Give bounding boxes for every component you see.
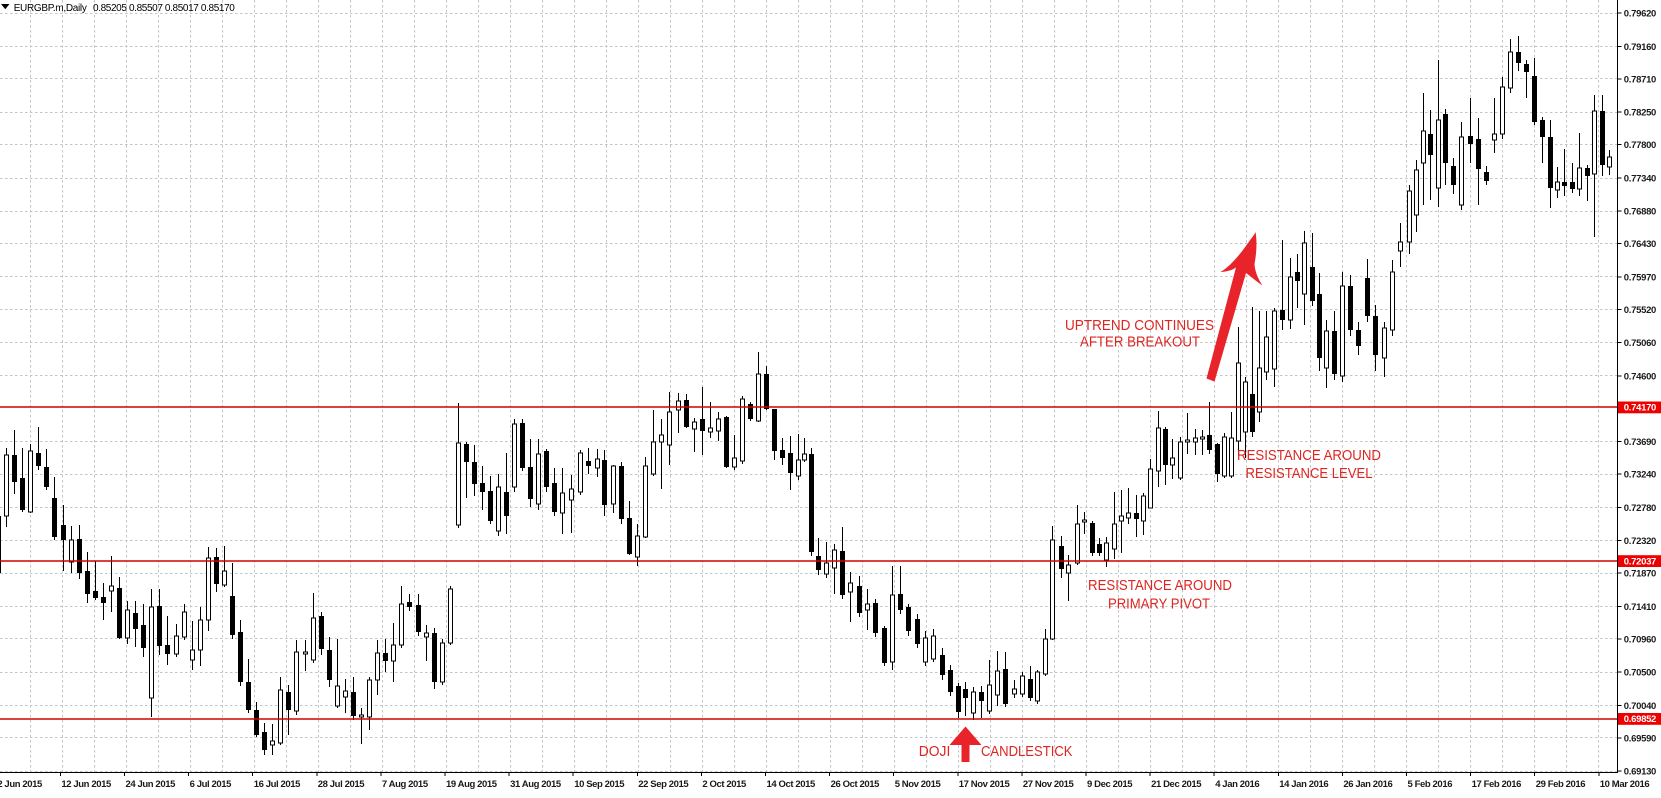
- svg-text:27 Nov 2015: 27 Nov 2015: [1023, 779, 1075, 790]
- svg-text:RESISTANCE AROUND: RESISTANCE AROUND: [1088, 577, 1232, 594]
- svg-text:10 Sep 2015: 10 Sep 2015: [574, 779, 625, 790]
- svg-text:7 Aug 2015: 7 Aug 2015: [382, 779, 429, 790]
- svg-text:UPTREND CONTINUES: UPTREND CONTINUES: [1065, 317, 1214, 334]
- svg-text:0.75520: 0.75520: [1624, 305, 1656, 316]
- svg-text:DOJI: DOJI: [919, 743, 951, 760]
- svg-text:0.85205 0.85507 0.85017 0.8517: 0.85205 0.85507 0.85017 0.85170: [93, 3, 235, 14]
- svg-text:29 Feb 2016: 29 Feb 2016: [1536, 779, 1586, 790]
- svg-text:5 Feb 2016: 5 Feb 2016: [1408, 779, 1453, 790]
- svg-text:9 Dec 2015: 9 Dec 2015: [1087, 779, 1133, 790]
- svg-text:21 Dec 2015: 21 Dec 2015: [1151, 779, 1202, 790]
- svg-text:28 Jul 2015: 28 Jul 2015: [318, 779, 365, 790]
- svg-text:0.78710: 0.78710: [1624, 74, 1656, 85]
- svg-text:0.71410: 0.71410: [1624, 602, 1656, 613]
- svg-text:0.74600: 0.74600: [1624, 371, 1656, 382]
- svg-text:26 Jan 2016: 26 Jan 2016: [1343, 779, 1392, 790]
- svg-text:14 Oct 2015: 14 Oct 2015: [767, 779, 817, 790]
- svg-text:0.69852: 0.69852: [1624, 714, 1656, 725]
- svg-text:0.77800: 0.77800: [1624, 140, 1656, 151]
- svg-text:0.70040: 0.70040: [1624, 701, 1656, 712]
- svg-text:2 Oct 2015: 2 Oct 2015: [702, 779, 747, 790]
- svg-text:4 Jan 2016: 4 Jan 2016: [1215, 779, 1259, 790]
- svg-text:0.73240: 0.73240: [1624, 470, 1656, 481]
- svg-text:0.76880: 0.76880: [1624, 207, 1656, 218]
- svg-text:0.75970: 0.75970: [1624, 272, 1656, 283]
- svg-text:0.77340: 0.77340: [1624, 173, 1656, 184]
- svg-text:EURGBP.m,Daily: EURGBP.m,Daily: [14, 3, 87, 14]
- svg-text:24 Jun 2015: 24 Jun 2015: [126, 779, 177, 790]
- svg-text:12 Jun 2015: 12 Jun 2015: [61, 779, 112, 790]
- svg-text:26 Oct 2015: 26 Oct 2015: [831, 779, 881, 790]
- svg-text:0.72037: 0.72037: [1624, 556, 1656, 567]
- svg-text:0.79160: 0.79160: [1624, 42, 1656, 53]
- svg-text:17 Feb 2016: 17 Feb 2016: [1472, 779, 1522, 790]
- svg-text:0.73690: 0.73690: [1624, 437, 1656, 448]
- svg-text:0.76430: 0.76430: [1624, 239, 1656, 250]
- svg-text:6 Jul 2015: 6 Jul 2015: [190, 779, 233, 790]
- svg-text:0.69130: 0.69130: [1624, 767, 1656, 778]
- svg-text:22 Sep 2015: 22 Sep 2015: [638, 779, 689, 790]
- svg-text:16 Jul 2015: 16 Jul 2015: [254, 779, 301, 790]
- svg-text:CANDLESTICK: CANDLESTICK: [981, 743, 1073, 760]
- svg-text:14 Jan 2016: 14 Jan 2016: [1279, 779, 1328, 790]
- svg-text:31 Aug 2015: 31 Aug 2015: [510, 779, 562, 790]
- svg-text:0.75060: 0.75060: [1624, 338, 1656, 349]
- svg-text:0.70960: 0.70960: [1624, 634, 1656, 645]
- svg-text:5 Nov 2015: 5 Nov 2015: [895, 779, 942, 790]
- svg-text:17 Nov 2015: 17 Nov 2015: [959, 779, 1011, 790]
- svg-text:RESISTANCE LEVEL: RESISTANCE LEVEL: [1246, 465, 1373, 482]
- svg-text:0.72780: 0.72780: [1624, 503, 1656, 514]
- svg-text:0.70500: 0.70500: [1624, 668, 1656, 679]
- svg-text:0.72320: 0.72320: [1624, 536, 1656, 547]
- svg-text:0.69590: 0.69590: [1624, 733, 1656, 744]
- svg-text:0.79620: 0.79620: [1624, 9, 1656, 20]
- svg-text:19 Aug 2015: 19 Aug 2015: [446, 779, 498, 790]
- svg-text:PRIMARY PIVOT: PRIMARY PIVOT: [1108, 596, 1210, 613]
- svg-text:0.71870: 0.71870: [1624, 569, 1656, 580]
- svg-text:0.74170: 0.74170: [1624, 403, 1656, 414]
- svg-text:RESISTANCE AROUND: RESISTANCE AROUND: [1237, 447, 1381, 464]
- svg-text:10 Mar 2016: 10 Mar 2016: [1600, 779, 1650, 790]
- svg-text:0.78250: 0.78250: [1624, 108, 1656, 119]
- svg-text:2 Jun 2015: 2 Jun 2015: [0, 779, 43, 790]
- svg-text:AFTER BREAKOUT: AFTER BREAKOUT: [1080, 334, 1200, 351]
